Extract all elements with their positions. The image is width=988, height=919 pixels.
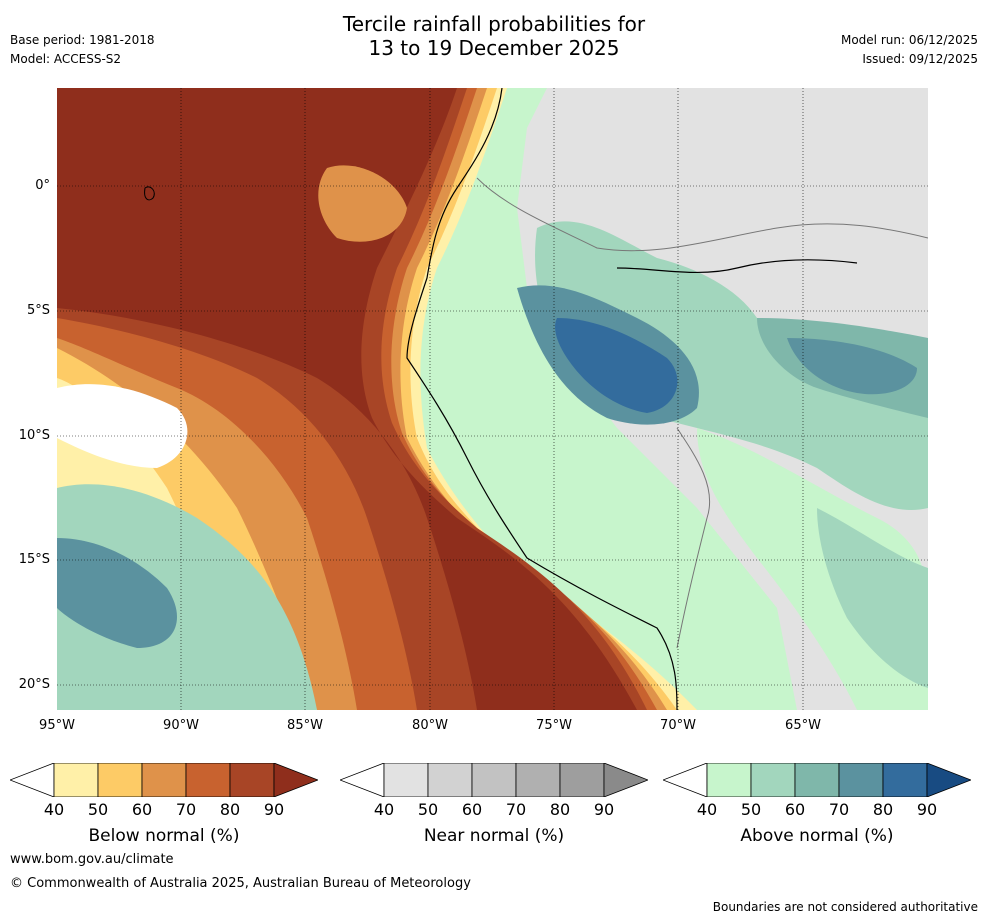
colorbar-tick: 40 (373, 800, 395, 819)
galapagos-islands (144, 186, 155, 201)
colorbar-tick: 60 (461, 800, 483, 819)
issued-date: Issued: 09/12/2025 (862, 52, 978, 66)
latitude-label: 20°S (18, 677, 50, 692)
footer-copyright: © Commonwealth of Australia 2025, Austra… (10, 876, 471, 891)
above-normal-50-region-sw (57, 484, 317, 710)
map-title-line1: Tercile rainfall probabilities for (342, 12, 646, 36)
latitude-label: 0° (35, 178, 50, 193)
colorbar-tick: 90 (916, 800, 938, 819)
above-normal-50-region (535, 221, 928, 510)
colorbar-tick: 50 (87, 800, 109, 819)
longitude-label: 70°W (660, 718, 696, 733)
longitude-label: 85°W (287, 718, 323, 733)
model-name: Model: ACCESS-S2 (10, 52, 122, 66)
below-normal-60-patch (318, 165, 407, 242)
colorbar-segment (185, 763, 231, 797)
colorbar-tick: 80 (549, 800, 571, 819)
colorbar-segment (471, 763, 517, 797)
colorbar-upper-extension (273, 763, 318, 797)
latitude-label: 10°S (18, 428, 50, 443)
colorbar-tick: 60 (131, 800, 153, 819)
longitude-label: 80°W (412, 718, 448, 733)
colorbar-tick: 50 (417, 800, 439, 819)
colorbar-segment (750, 763, 796, 797)
colorbar-segment (559, 763, 605, 797)
colorbar-segment (794, 763, 840, 797)
longitude-label: 95°W (39, 718, 75, 733)
above-normal-80-region (555, 318, 678, 413)
below-normal-90-region (57, 88, 637, 710)
colorbar-tick: 60 (784, 800, 806, 819)
colorbar-segment (838, 763, 884, 797)
colorbar-label: Above normal (%) (740, 826, 894, 846)
boundaries-note: Boundaries are not considered authoritat… (712, 900, 978, 914)
colorbar-upper-extension (603, 763, 648, 797)
above-normal-50-region-south (817, 508, 928, 688)
country-border-north (476, 177, 928, 252)
base-period: Base period: 1981-2018 (10, 33, 155, 47)
colorbar-upper-extension (926, 763, 971, 797)
country-border-south (676, 427, 711, 649)
colorbar-tick: 70 (175, 800, 197, 819)
colorbar-segment (515, 763, 561, 797)
colorbar-segment (427, 763, 473, 797)
model-run-date: Model run: 06/12/2025 (840, 33, 978, 47)
above-normal-70-region-sw (57, 538, 177, 648)
colorbar-below (10, 763, 318, 797)
colorbar-tick: 90 (263, 800, 285, 819)
colorbar-tick: 90 (593, 800, 615, 819)
longitude-label: 90°W (163, 718, 199, 733)
colorbar-tick: 40 (696, 800, 718, 819)
coastline (406, 88, 678, 710)
map-title-line2: 13 to 19 December 2025 (368, 36, 620, 60)
colorbar-tick: 80 (872, 800, 894, 819)
colorbar-segment (229, 763, 275, 797)
colorbar-near (340, 763, 648, 797)
footer-url: www.bom.gov.au/climate (10, 852, 174, 867)
colorbar-segment (141, 763, 187, 797)
longitude-label: 75°W (536, 718, 572, 733)
colorbar-segment (97, 763, 143, 797)
no-dominant-region-west (57, 384, 188, 468)
probability-map (57, 88, 928, 710)
colorbar-tick: 50 (740, 800, 762, 819)
above-normal-70-region-east (787, 338, 917, 395)
latitude-label: 15°S (18, 552, 50, 567)
colorbar-lower-extension (663, 763, 708, 797)
colorbar-segment (706, 763, 752, 797)
colorbar-above (663, 763, 971, 797)
colorbar-label: Below normal (%) (88, 826, 240, 846)
colorbar-segment (53, 763, 99, 797)
river-line (616, 259, 858, 274)
colorbar-tick: 40 (43, 800, 65, 819)
latitude-label: 5°S (26, 303, 50, 318)
colorbar-tick: 70 (828, 800, 850, 819)
colorbar-lower-extension (10, 763, 55, 797)
colorbar-label: Near normal (%) (423, 826, 565, 846)
longitude-label: 65°W (785, 718, 821, 733)
map-gridlines (57, 88, 928, 710)
colorbar-lower-extension (340, 763, 385, 797)
colorbar-segment (383, 763, 429, 797)
colorbar-tick: 80 (219, 800, 241, 819)
colorbar-tick: 70 (505, 800, 527, 819)
colorbar-segment (882, 763, 928, 797)
